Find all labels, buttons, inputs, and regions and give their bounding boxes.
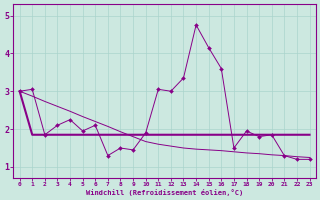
- X-axis label: Windchill (Refroidissement éolien,°C): Windchill (Refroidissement éolien,°C): [86, 189, 243, 196]
